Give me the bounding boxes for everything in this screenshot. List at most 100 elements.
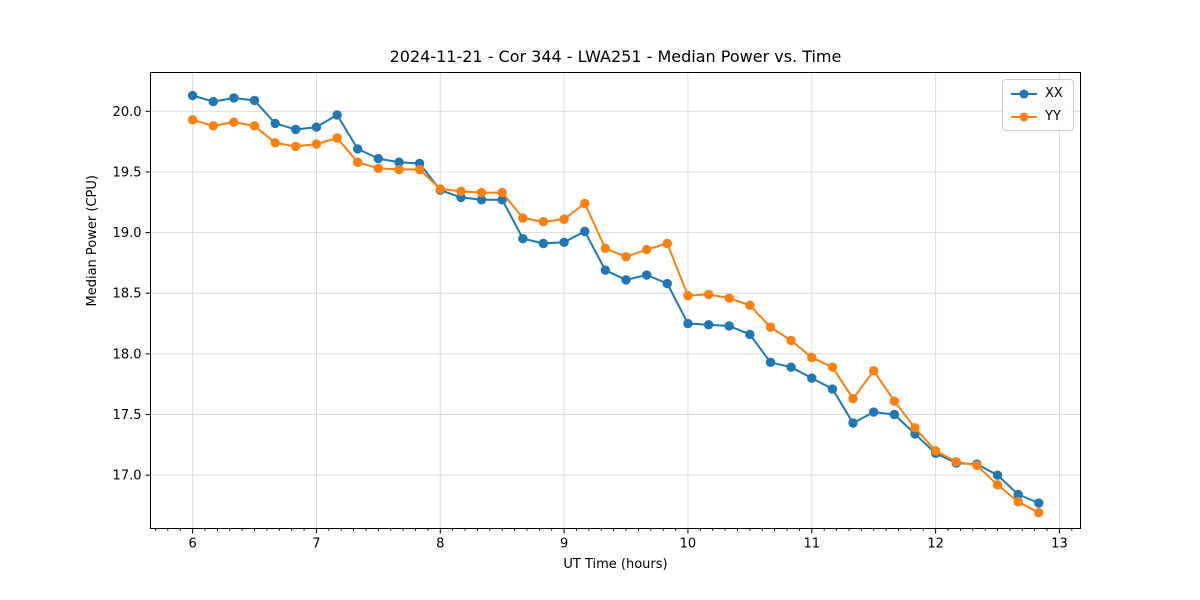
series-YY-marker [229,117,239,127]
series-YY-marker [703,289,714,300]
series-XX-marker [765,357,776,368]
legend-label-yy: YY [1045,109,1061,124]
series-XX-marker [889,409,900,420]
series-YY-marker [868,366,879,376]
series-XX-line [192,94,1040,504]
series-XX-marker [745,329,755,340]
series-YY-marker [621,252,631,262]
svg-text:17.5: 17.5 [113,408,142,423]
series-YY-marker [208,121,218,131]
yy-marker-icon [1019,112,1029,121]
series-XX-marker [187,90,198,101]
series-XX-marker [538,238,549,249]
plot-spines [150,72,1081,529]
series-YY-marker [848,394,858,404]
y-axis-label: Median Power (CPU) [85,175,100,307]
series-YY-marker [394,164,404,175]
x-ticks [192,528,1060,534]
series-XX-marker [724,321,734,331]
x-gridlines [192,72,1060,529]
series-YY-marker [580,198,590,209]
series-YY-marker [311,139,322,149]
series-YY-marker [332,133,342,143]
svg-text:8: 8 [436,537,444,552]
x-axis-label: UT Time (hours) [563,557,668,572]
x-minor-ticks [155,528,1073,531]
svg-text:19.5: 19.5 [113,165,142,180]
svg-text:18.5: 18.5 [113,287,142,302]
series-YY-marker [992,480,1003,490]
series-XX-marker [642,270,652,280]
series-YY-marker [291,141,301,152]
series-YY-marker [951,457,961,467]
series-YY [187,115,1044,518]
series-XX-marker [559,237,569,247]
series-XX-marker [291,124,301,135]
series-XX-marker [827,384,838,394]
series-YY-marker [559,214,569,224]
series-XX-marker [208,96,218,107]
series-XX-marker [807,373,817,383]
series-YY-marker [249,121,260,131]
series-YY-marker [642,244,652,255]
svg-text:12: 12 [927,537,944,552]
series-YY-marker [1034,508,1044,518]
series-YY-marker [1013,497,1023,507]
series-XX-marker [352,144,363,154]
svg-text:20.0: 20.0 [113,105,142,120]
series-XX-marker [229,93,239,103]
series-YY-line [192,118,1040,514]
series-XX-marker [249,95,260,106]
series-XX-marker [683,318,693,329]
xx-line-sample-icon [1011,89,1037,98]
svg-text:19.0: 19.0 [113,226,142,241]
y-ticks [145,110,151,476]
series-YY-marker [786,335,796,346]
series-XX-marker [332,110,342,120]
series-YY-marker [910,423,920,433]
series-YY-marker [683,290,693,301]
series-XX-marker [868,407,879,417]
series-YY-marker [476,187,487,198]
series-YY-marker [352,157,363,167]
series-YY-marker [889,396,900,406]
series-XX-marker [621,275,631,285]
series-YY-marker [745,300,755,311]
series-YY-marker [456,186,466,197]
xx-marker-icon [1019,89,1029,98]
series-XX-marker [600,265,611,275]
series-YY-marker [518,213,528,223]
series-XX-marker [848,418,858,428]
legend-item-xx: XX [1011,86,1065,101]
svg-text:18.0: 18.0 [113,347,142,362]
series-YY-marker [724,293,734,303]
svg-text:13: 13 [1051,537,1068,552]
series-YY-marker [270,138,280,148]
series-XX-marker [662,278,672,289]
series-XX-marker [476,195,487,205]
svg-text:17.0: 17.0 [113,469,142,484]
series-XX-marker [270,118,280,129]
svg-text:6: 6 [188,537,196,552]
series-XX-marker [703,320,714,330]
svg-text:10: 10 [680,537,697,552]
series-YY-marker [373,163,384,174]
yy-line-sample-icon [1011,112,1037,121]
svg-text:7: 7 [312,537,320,552]
series-YY-marker [807,352,817,363]
series-XX-marker [394,157,404,167]
series-YY-marker [497,187,507,198]
x-tick-labels: 6 7 8 9 10 11 12 13 [188,537,1067,552]
series-XX-marker [518,233,528,244]
y-gridlines [150,110,1081,476]
legend: XX YY [1002,79,1074,131]
series-YY-marker [827,362,838,372]
series-XX-marker [311,122,322,132]
series-YY-marker [414,164,425,175]
series-YY-marker [972,460,982,471]
series-XX-marker [1034,498,1044,508]
legend-label-xx: XX [1045,86,1063,101]
series-XX-marker [373,153,384,164]
series-XX-marker [992,470,1003,480]
